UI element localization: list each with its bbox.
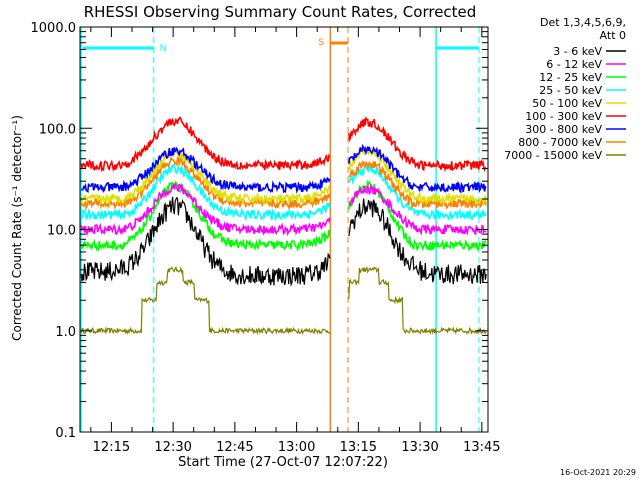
y-tick-label: 0.1 xyxy=(55,426,76,441)
series-line-4 xyxy=(80,146,487,207)
chart-title: RHESSI Observing Summary Count Rates, Co… xyxy=(84,3,477,21)
y-tick-label: 1.0 xyxy=(55,325,76,340)
legend-entry-label: 7000 - 15000 keV xyxy=(504,149,602,162)
series-line-6 xyxy=(81,143,487,194)
series-line-8 xyxy=(80,265,487,336)
x-tick-label: 13:15 xyxy=(340,440,377,455)
legend-header-detectors: Det 1,3,4,5,6,9, xyxy=(540,16,626,29)
x-tick-label: 12:30 xyxy=(154,440,191,455)
legend-entry-label: 800 - 7000 keV xyxy=(518,136,602,149)
legend-entry-label: 100 - 300 keV xyxy=(525,110,602,123)
series-line-0 xyxy=(80,196,487,287)
saa-label: S xyxy=(318,38,324,48)
plot-area: NS xyxy=(80,27,487,432)
y-tick-label: 10.0 xyxy=(47,224,76,239)
legend-entry-label: 50 - 100 keV xyxy=(532,97,602,110)
x-tick-label: 12:15 xyxy=(93,440,130,455)
legend-header-attenuator: Att 0 xyxy=(600,29,626,42)
footer-date: 16-Oct-2021 20:29 xyxy=(560,468,636,477)
y-axis-label-units: (s⁻¹ detector⁻¹) xyxy=(10,115,24,207)
x-tick-label: 13:00 xyxy=(278,440,315,455)
legend-entry-label: 3 - 6 keV xyxy=(553,45,602,58)
legend-entry-label: 6 - 12 keV xyxy=(546,58,602,71)
y-axis-label-text: Corrected Count Rate xyxy=(10,211,24,341)
x-axis-label: Start Time (27-Oct-07 12:07:22) xyxy=(178,455,388,470)
x-tick-label: 13:45 xyxy=(463,440,500,455)
series-line-5 xyxy=(80,116,487,173)
legend-entry-label: 300 - 800 keV xyxy=(525,123,602,136)
y-axis-label: Corrected Count Rate (s⁻¹ detector⁻¹) xyxy=(10,115,24,341)
axes: 0.1 1.0 10.0 100.0 1000.0 12:15 12:30 12:45 13:0… xyxy=(31,21,501,455)
night-label: N xyxy=(160,44,167,54)
x-tick-label: 12:45 xyxy=(216,440,253,455)
legend-entry-label: 25 - 50 keV xyxy=(539,84,602,97)
y-tick-label: 1000.0 xyxy=(31,21,77,36)
x-tick-label: 13:30 xyxy=(401,440,438,455)
legend-entry-label: 12 - 25 keV xyxy=(539,71,602,84)
series-line-1 xyxy=(80,182,487,237)
y-tick-label: 100.0 xyxy=(39,122,76,137)
